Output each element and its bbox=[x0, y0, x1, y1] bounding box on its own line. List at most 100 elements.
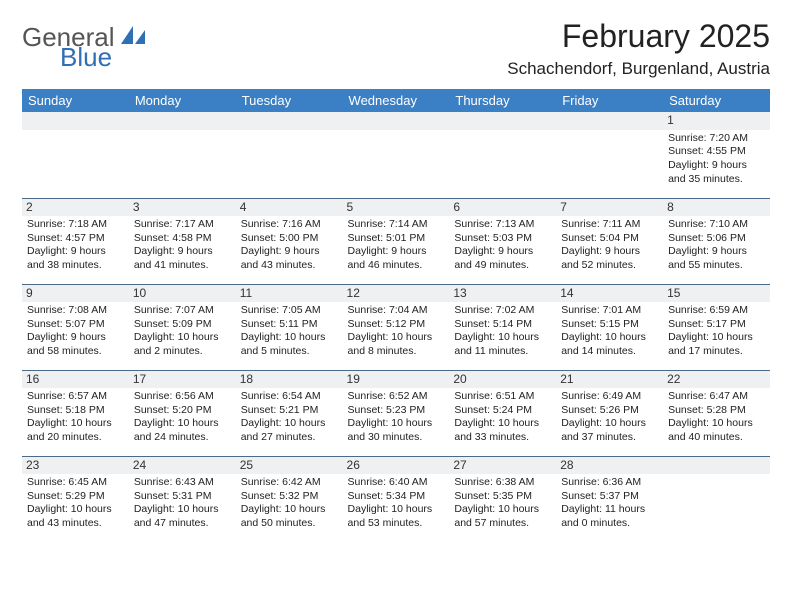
day-details: Sunrise: 6:36 AMSunset: 5:37 PMDaylight:… bbox=[561, 476, 658, 531]
calendar-day-cell: 2Sunrise: 7:18 AMSunset: 4:57 PMDaylight… bbox=[22, 198, 129, 284]
day-number: 17 bbox=[129, 371, 236, 389]
calendar-day-cell: 21Sunrise: 6:49 AMSunset: 5:26 PMDayligh… bbox=[556, 370, 663, 456]
day-details: Sunrise: 6:45 AMSunset: 5:29 PMDaylight:… bbox=[27, 476, 124, 531]
day-header: Saturday bbox=[663, 89, 770, 112]
calendar-day-cell: 8Sunrise: 7:10 AMSunset: 5:06 PMDaylight… bbox=[663, 198, 770, 284]
day-details: Sunrise: 7:10 AMSunset: 5:06 PMDaylight:… bbox=[668, 218, 765, 273]
calendar-day-cell: 23Sunrise: 6:45 AMSunset: 5:29 PMDayligh… bbox=[22, 456, 129, 542]
day-number: 15 bbox=[663, 285, 770, 303]
day-number: 10 bbox=[129, 285, 236, 303]
day-number: 8 bbox=[663, 199, 770, 217]
page-title: February 2025 bbox=[507, 18, 770, 55]
day-number-empty bbox=[663, 457, 770, 475]
day-details: Sunrise: 6:38 AMSunset: 5:35 PMDaylight:… bbox=[454, 476, 551, 531]
calendar-day-cell: 9Sunrise: 7:08 AMSunset: 5:07 PMDaylight… bbox=[22, 284, 129, 370]
day-number: 4 bbox=[236, 199, 343, 217]
day-details: Sunrise: 7:18 AMSunset: 4:57 PMDaylight:… bbox=[27, 218, 124, 273]
calendar-day-cell: 1 Sunrise: 7:20 AMSunset: 4:55 PMDaylight… bbox=[663, 112, 770, 198]
day-number: 28 bbox=[556, 457, 663, 475]
day-number: 25 bbox=[236, 457, 343, 475]
day-number: 12 bbox=[343, 285, 450, 303]
calendar-header-row: SundayMondayTuesdayWednesdayThursdayFrid… bbox=[22, 89, 770, 112]
day-number: 18 bbox=[236, 371, 343, 389]
day-details: Sunrise: 6:42 AMSunset: 5:32 PMDaylight:… bbox=[241, 476, 338, 531]
calendar-table: SundayMondayTuesdayWednesdayThursdayFrid… bbox=[22, 89, 770, 542]
calendar-day-cell: 20Sunrise: 6:51 AMSunset: 5:24 PMDayligh… bbox=[449, 370, 556, 456]
calendar-day-cell bbox=[236, 112, 343, 198]
day-details: Sunrise: 6:40 AMSunset: 5:34 PMDaylight:… bbox=[348, 476, 445, 531]
day-number: 26 bbox=[343, 457, 450, 475]
day-number: 14 bbox=[556, 285, 663, 303]
day-header: Sunday bbox=[22, 89, 129, 112]
day-details: Sunrise: 7:16 AMSunset: 5:00 PMDaylight:… bbox=[241, 218, 338, 273]
day-details: Sunrise: 7:07 AMSunset: 5:09 PMDaylight:… bbox=[134, 304, 231, 359]
calendar-day-cell: 13Sunrise: 7:02 AMSunset: 5:14 PMDayligh… bbox=[449, 284, 556, 370]
daynum-bar bbox=[556, 112, 663, 130]
calendar-day-cell: 19Sunrise: 6:52 AMSunset: 5:23 PMDayligh… bbox=[343, 370, 450, 456]
day-number: 24 bbox=[129, 457, 236, 475]
logo: General Blue bbox=[22, 24, 147, 70]
day-details: Sunrise: 6:49 AMSunset: 5:26 PMDaylight:… bbox=[561, 390, 658, 445]
day-details: Sunrise: 6:51 AMSunset: 5:24 PMDaylight:… bbox=[454, 390, 551, 445]
calendar-day-cell: 11Sunrise: 7:05 AMSunset: 5:11 PMDayligh… bbox=[236, 284, 343, 370]
calendar-day-cell: 12Sunrise: 7:04 AMSunset: 5:12 PMDayligh… bbox=[343, 284, 450, 370]
day-number: 13 bbox=[449, 285, 556, 303]
day-details: Sunrise: 6:52 AMSunset: 5:23 PMDaylight:… bbox=[348, 390, 445, 445]
day-details: Sunrise: 7:02 AMSunset: 5:14 PMDaylight:… bbox=[454, 304, 551, 359]
day-details: Sunrise: 7:17 AMSunset: 4:58 PMDaylight:… bbox=[134, 218, 231, 273]
day-number: 7 bbox=[556, 199, 663, 217]
day-number: 2 bbox=[22, 199, 129, 217]
calendar-day-cell: 22Sunrise: 6:47 AMSunset: 5:28 PMDayligh… bbox=[663, 370, 770, 456]
logo-sail-icon bbox=[121, 33, 147, 50]
logo-text-block: General Blue bbox=[22, 24, 147, 70]
calendar-day-cell: 25Sunrise: 6:42 AMSunset: 5:32 PMDayligh… bbox=[236, 456, 343, 542]
day-details: Sunrise: 6:59 AMSunset: 5:17 PMDaylight:… bbox=[668, 304, 765, 359]
daynum-bar bbox=[236, 112, 343, 130]
calendar-day-cell bbox=[129, 112, 236, 198]
day-number: 19 bbox=[343, 371, 450, 389]
day-details: Sunrise: 6:56 AMSunset: 5:20 PMDaylight:… bbox=[134, 390, 231, 445]
calendar-day-cell: 27Sunrise: 6:38 AMSunset: 5:35 PMDayligh… bbox=[449, 456, 556, 542]
day-number: 23 bbox=[22, 457, 129, 475]
day-number: 21 bbox=[556, 371, 663, 389]
day-details: Sunrise: 7:08 AMSunset: 5:07 PMDaylight:… bbox=[27, 304, 124, 359]
calendar-week-row: 9Sunrise: 7:08 AMSunset: 5:07 PMDaylight… bbox=[22, 284, 770, 370]
calendar-week-row: 1 Sunrise: 7:20 AMSunset: 4:55 PMDaylight… bbox=[22, 112, 770, 198]
day-header: Tuesday bbox=[236, 89, 343, 112]
calendar-day-cell: 24Sunrise: 6:43 AMSunset: 5:31 PMDayligh… bbox=[129, 456, 236, 542]
day-details: Sunrise: 7:20 AMSunset: 4:55 PMDaylight:… bbox=[668, 132, 765, 187]
day-details: Sunrise: 6:43 AMSunset: 5:31 PMDaylight:… bbox=[134, 476, 231, 531]
calendar-week-row: 16Sunrise: 6:57 AMSunset: 5:18 PMDayligh… bbox=[22, 370, 770, 456]
calendar-day-cell: 26Sunrise: 6:40 AMSunset: 5:34 PMDayligh… bbox=[343, 456, 450, 542]
calendar-day-cell: 28Sunrise: 6:36 AMSunset: 5:37 PMDayligh… bbox=[556, 456, 663, 542]
day-details: Sunrise: 7:01 AMSunset: 5:15 PMDaylight:… bbox=[561, 304, 658, 359]
calendar-week-row: 2Sunrise: 7:18 AMSunset: 4:57 PMDaylight… bbox=[22, 198, 770, 284]
calendar-day-cell: 3Sunrise: 7:17 AMSunset: 4:58 PMDaylight… bbox=[129, 198, 236, 284]
calendar-day-cell bbox=[22, 112, 129, 198]
day-number: 16 bbox=[22, 371, 129, 389]
day-number: 5 bbox=[343, 199, 450, 217]
calendar-day-cell bbox=[556, 112, 663, 198]
day-details: Sunrise: 7:11 AMSunset: 5:04 PMDaylight:… bbox=[561, 218, 658, 273]
day-number: 9 bbox=[22, 285, 129, 303]
day-details: Sunrise: 7:05 AMSunset: 5:11 PMDaylight:… bbox=[241, 304, 338, 359]
calendar-day-cell: 18Sunrise: 6:54 AMSunset: 5:21 PMDayligh… bbox=[236, 370, 343, 456]
daynum-bar: 1 bbox=[663, 112, 770, 130]
day-number: 22 bbox=[663, 371, 770, 389]
title-block: February 2025 Schachendorf, Burgenland, … bbox=[507, 18, 770, 79]
calendar-day-cell bbox=[343, 112, 450, 198]
calendar-day-cell: 14Sunrise: 7:01 AMSunset: 5:15 PMDayligh… bbox=[556, 284, 663, 370]
calendar-week-row: 23Sunrise: 6:45 AMSunset: 5:29 PMDayligh… bbox=[22, 456, 770, 542]
day-details: Sunrise: 7:14 AMSunset: 5:01 PMDaylight:… bbox=[348, 218, 445, 273]
day-details: Sunrise: 7:13 AMSunset: 5:03 PMDaylight:… bbox=[454, 218, 551, 273]
day-details: Sunrise: 6:54 AMSunset: 5:21 PMDaylight:… bbox=[241, 390, 338, 445]
daynum-bar bbox=[343, 112, 450, 130]
calendar-day-cell: 5Sunrise: 7:14 AMSunset: 5:01 PMDaylight… bbox=[343, 198, 450, 284]
day-header: Thursday bbox=[449, 89, 556, 112]
day-details: Sunrise: 7:04 AMSunset: 5:12 PMDaylight:… bbox=[348, 304, 445, 359]
day-header: Wednesday bbox=[343, 89, 450, 112]
calendar-day-cell bbox=[663, 456, 770, 542]
header: General Blue February 2025 Schachendorf,… bbox=[22, 18, 770, 79]
calendar-day-cell bbox=[449, 112, 556, 198]
location-text: Schachendorf, Burgenland, Austria bbox=[507, 59, 770, 79]
